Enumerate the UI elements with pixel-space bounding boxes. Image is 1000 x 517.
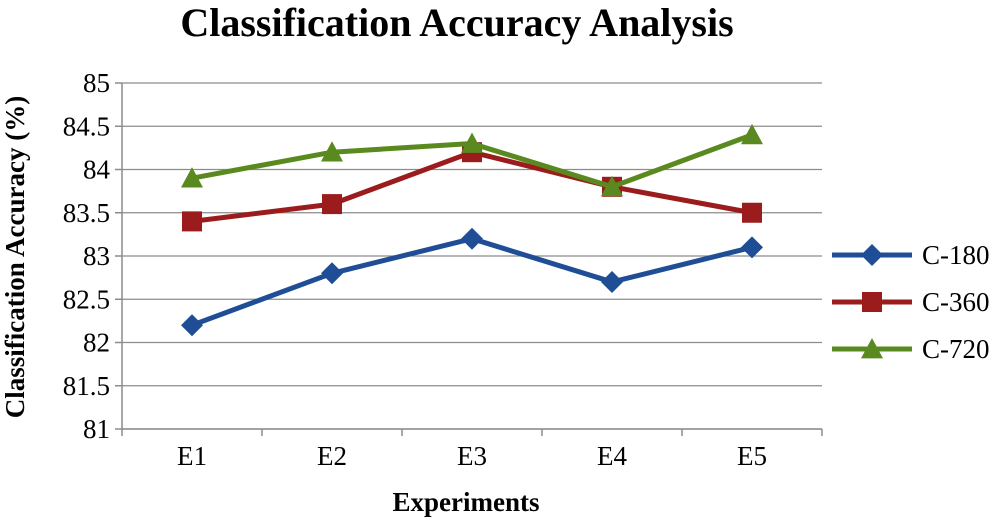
x-tick-label: E2 — [317, 441, 347, 471]
data-point-square — [322, 194, 342, 215]
legend-label: C-180 — [922, 240, 990, 270]
x-tick-labels: E1 E2 E3 E4 E5 — [177, 441, 767, 471]
legend-item-c-180: C-180 — [832, 240, 990, 270]
data-point-triangle — [461, 132, 483, 153]
data-point-triangle — [741, 123, 763, 145]
series-lines — [181, 123, 763, 337]
y-tick-label: 83 — [83, 241, 110, 271]
data-point-triangle — [321, 141, 343, 162]
series-line — [191, 236, 753, 328]
data-point-triangle — [181, 167, 203, 188]
data-point-diamond — [601, 270, 623, 293]
x-tick-label: E1 — [177, 441, 207, 471]
data-point-diamond — [741, 236, 763, 259]
y-tick-label: 85 — [83, 68, 110, 98]
x-tick-label: E3 — [457, 441, 487, 471]
legend-item-c-360: C-360 — [832, 287, 990, 317]
y-tick-label: 84.5 — [63, 111, 110, 141]
chart-title: Classification Accuracy Analysis — [180, 0, 733, 45]
series-c-720 — [181, 123, 763, 197]
x-tick-label: E4 — [597, 441, 627, 471]
y-tick-label: 84 — [83, 155, 111, 185]
data-point-square — [742, 202, 762, 223]
x-tick-label: E5 — [737, 441, 767, 471]
legend-label: C-720 — [922, 334, 990, 364]
y-tick-label: 82 — [83, 328, 110, 358]
data-point-diamond — [181, 314, 203, 337]
y-tick-label: 83.5 — [63, 198, 110, 228]
y-tick-label: 81 — [83, 414, 110, 444]
series-c-360 — [182, 142, 762, 232]
data-point-triangle — [601, 175, 623, 197]
legend: C-180 C-360 C-720 — [832, 240, 990, 364]
y-tick-label: 81.5 — [63, 371, 110, 401]
y-tick-label: 82.5 — [63, 284, 110, 314]
x-axis-title: Experiments — [393, 487, 540, 517]
legend-item-c-720: C-720 — [832, 334, 990, 364]
legend-marker-triangle — [861, 338, 883, 359]
series-c-180 — [181, 227, 763, 337]
legend-marker-diamond — [861, 244, 883, 266]
data-point-diamond — [321, 262, 343, 285]
y-axis-title: Classification Accuracy (%) — [0, 96, 30, 418]
data-point-diamond — [461, 227, 483, 250]
legend-marker-square — [862, 292, 882, 312]
data-point-square — [182, 211, 202, 232]
legend-label: C-360 — [922, 287, 990, 317]
axes — [115, 82, 823, 436]
y-tick-labels: 81 81.5 82 82.5 83 83.5 84 84.5 85 — [63, 68, 111, 444]
